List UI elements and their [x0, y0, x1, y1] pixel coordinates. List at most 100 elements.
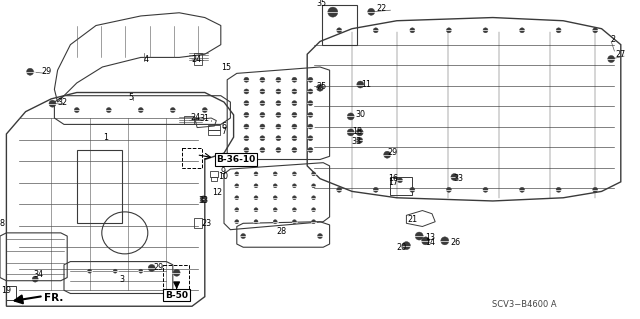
Text: 33: 33	[351, 137, 362, 146]
Text: 25: 25	[317, 82, 327, 91]
Circle shape	[273, 208, 277, 212]
Circle shape	[260, 147, 265, 152]
Text: 29: 29	[387, 148, 397, 157]
Bar	[209, 125, 220, 130]
Circle shape	[292, 89, 297, 94]
Circle shape	[356, 129, 363, 136]
Text: 24: 24	[191, 55, 202, 63]
Circle shape	[244, 112, 249, 117]
Circle shape	[384, 151, 390, 158]
Circle shape	[276, 112, 281, 117]
Circle shape	[410, 28, 415, 33]
Text: 1: 1	[103, 133, 108, 142]
Text: 35: 35	[317, 0, 327, 8]
Circle shape	[244, 124, 249, 129]
Circle shape	[276, 124, 281, 129]
Circle shape	[273, 220, 277, 224]
Circle shape	[608, 56, 614, 63]
Text: 11: 11	[361, 80, 371, 89]
Text: 27: 27	[616, 50, 626, 59]
Circle shape	[292, 184, 296, 188]
Text: 21: 21	[408, 215, 418, 224]
Circle shape	[373, 187, 378, 192]
Circle shape	[308, 77, 313, 82]
Text: 33: 33	[453, 174, 463, 182]
Circle shape	[244, 100, 249, 106]
Circle shape	[74, 108, 79, 113]
Text: 4: 4	[143, 55, 148, 63]
Circle shape	[292, 112, 297, 117]
Text: 13: 13	[425, 233, 435, 242]
Text: 23: 23	[201, 219, 211, 228]
Text: SCV3−B4600 A: SCV3−B4600 A	[493, 300, 557, 309]
Circle shape	[312, 208, 316, 212]
Text: B-36-10: B-36-10	[216, 155, 255, 164]
Text: 20: 20	[397, 243, 407, 252]
Text: 34: 34	[33, 271, 44, 279]
Text: 15: 15	[221, 63, 232, 72]
Text: 32: 32	[57, 98, 67, 107]
Circle shape	[312, 220, 316, 224]
Circle shape	[317, 84, 323, 91]
Text: 33: 33	[198, 196, 209, 204]
Circle shape	[148, 264, 155, 271]
Circle shape	[173, 269, 180, 276]
Text: 19: 19	[1, 286, 12, 295]
Circle shape	[312, 172, 316, 176]
Circle shape	[235, 184, 239, 188]
Circle shape	[235, 208, 239, 212]
Circle shape	[422, 237, 429, 245]
Text: 14: 14	[425, 238, 435, 247]
Bar	[182, 148, 202, 168]
Circle shape	[202, 108, 207, 113]
Circle shape	[556, 28, 561, 33]
Text: 6: 6	[221, 122, 227, 131]
Circle shape	[397, 178, 403, 183]
Circle shape	[235, 220, 239, 224]
Text: 3: 3	[119, 275, 124, 284]
Text: 10: 10	[218, 172, 228, 181]
Bar	[77, 150, 122, 223]
Circle shape	[260, 77, 265, 82]
Circle shape	[348, 129, 354, 136]
Circle shape	[139, 269, 143, 273]
Circle shape	[292, 77, 297, 82]
Circle shape	[308, 100, 313, 106]
Circle shape	[357, 81, 364, 88]
Circle shape	[113, 269, 117, 273]
Circle shape	[292, 220, 296, 224]
Circle shape	[244, 89, 249, 94]
Text: 12: 12	[212, 189, 223, 197]
Circle shape	[292, 147, 297, 152]
Bar	[6, 286, 17, 300]
Circle shape	[88, 269, 92, 273]
Bar	[184, 115, 194, 124]
Circle shape	[410, 187, 415, 192]
Circle shape	[260, 136, 265, 141]
Circle shape	[593, 187, 598, 192]
Circle shape	[244, 136, 249, 141]
Circle shape	[292, 124, 297, 129]
Circle shape	[441, 237, 449, 245]
Text: 28: 28	[276, 227, 286, 236]
Circle shape	[276, 147, 281, 152]
Bar	[195, 218, 202, 228]
Circle shape	[260, 100, 265, 106]
Circle shape	[254, 208, 258, 212]
Circle shape	[556, 187, 561, 192]
Bar	[163, 265, 189, 291]
Circle shape	[241, 234, 246, 239]
Circle shape	[483, 187, 488, 192]
Text: 26: 26	[451, 238, 461, 247]
Circle shape	[308, 147, 313, 152]
Circle shape	[260, 89, 265, 94]
Circle shape	[312, 184, 316, 188]
Circle shape	[254, 220, 258, 224]
Circle shape	[235, 172, 239, 176]
Circle shape	[356, 137, 363, 143]
Circle shape	[273, 184, 277, 188]
Circle shape	[292, 196, 296, 200]
Circle shape	[254, 172, 258, 176]
Circle shape	[292, 100, 297, 106]
Text: 29: 29	[154, 263, 164, 272]
